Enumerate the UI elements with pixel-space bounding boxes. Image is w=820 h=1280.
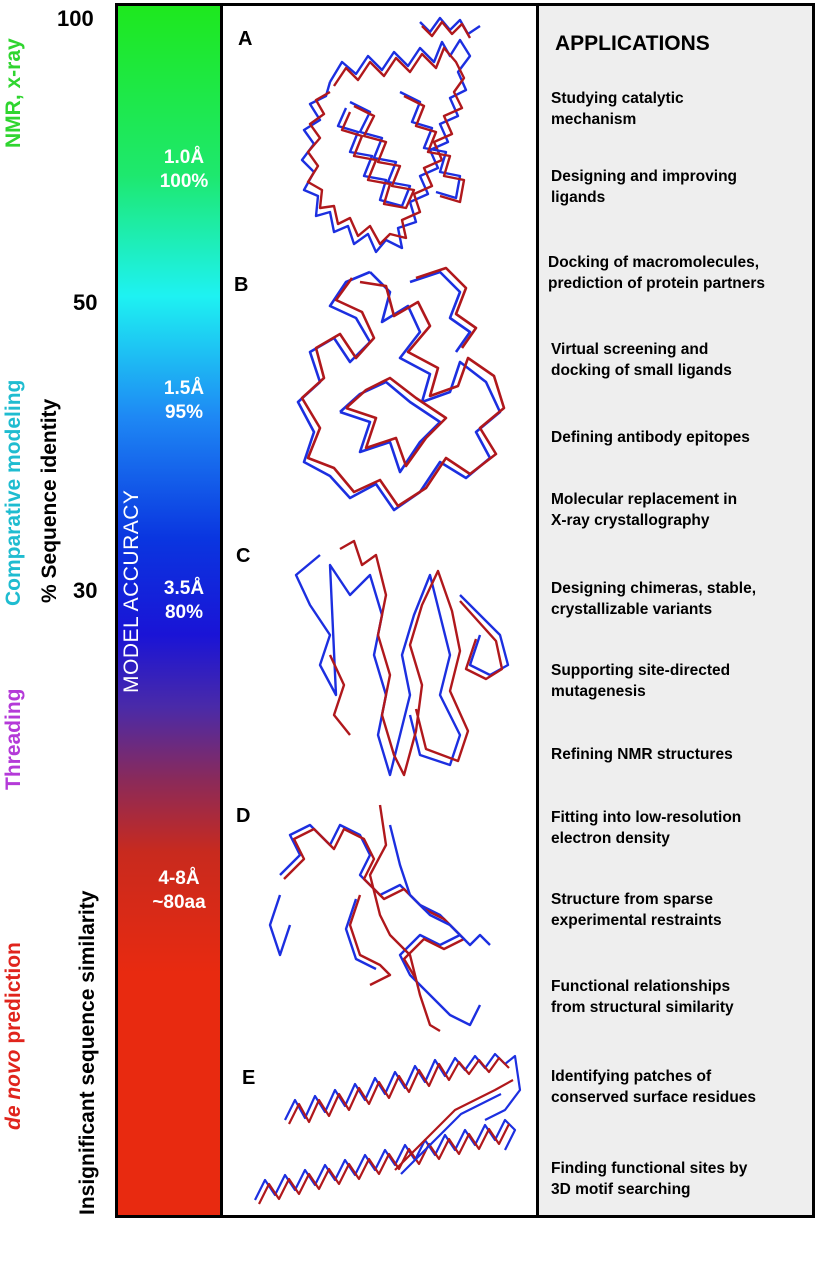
panel-label-e: E [242,1067,256,1089]
application-item: Docking of macromolecules, prediction of … [548,254,766,292]
application-item: Finding functional sites by 3D motif sear… [551,1160,748,1198]
de-novo-rest: prediction [2,942,25,1050]
sequence-identity-label: % Sequence identity [38,398,61,603]
application-item: Studying catalytic mechanism [551,90,684,128]
panel-label-a: A [238,28,253,50]
divider-left [220,6,223,1215]
application-item: Virtual screening and docking of small li… [551,341,732,379]
structure-a-illustration [300,16,481,254]
accuracy-rmsd-2: 1.5Å [163,378,205,399]
tick-100: 100 [57,6,94,31]
accuracy-level-4: 4-8Å ~80aa [128,867,230,915]
accuracy-level-2: 1.5Å 95% [133,377,235,425]
accuracy-value-2: 95% [164,402,204,423]
application-item: Identifying patches of conserved surface … [551,1068,757,1106]
accuracy-level-1: 1.0Å 100% [133,146,235,194]
applications-title: APPLICATIONS [555,32,710,55]
structure-d-illustration [268,804,491,1033]
insignificant-similarity-label: Insignificant sequence similarity [76,890,99,1215]
accuracy-value-1: 100% [159,171,209,192]
nmr-xray-label: NMR, x-ray [2,38,25,148]
application-item: Supporting site-directed mutagenesis [551,662,731,700]
application-item: Defining antibody epitopes [551,429,750,446]
accuracy-level-3: 3.5Å 80% [133,577,235,625]
application-item: Fitting into low-resolution electron dens… [551,809,742,847]
tick-50: 50 [73,290,98,315]
accuracy-rmsd-1: 1.0Å [163,147,205,168]
applications-panel [539,6,812,1215]
model-accuracy-gradient-bar [118,6,220,1215]
threading-label: Threading [2,688,25,790]
structure-c-illustration [294,539,510,777]
de-novo-italic: de novo [2,1049,25,1130]
accuracy-value-4: ~80aa [152,892,206,913]
structure-b-illustration [296,266,506,512]
comparative-modeling-label: Comparative modeling [2,379,25,606]
panel-label-c: C [236,545,251,567]
de-novo-label: de novo prediction [2,942,26,1130]
application-item: Refining NMR structures [551,746,733,763]
application-item: Designing and improving ligands [551,168,738,206]
structure-e-illustration [254,1052,522,1205]
application-item: Designing chimeras, stable, crystallizabl… [551,580,757,618]
application-item: Functional relationships from structural … [551,978,734,1016]
figure-frame [115,3,815,1218]
tick-30: 30 [73,578,98,603]
divider-right [536,6,539,1215]
application-item: Molecular replacement in X-ray crystallog… [551,491,738,529]
accuracy-rmsd-4: 4-8Å [158,868,200,889]
panel-label-b: B [234,274,249,296]
accuracy-rmsd-3: 3.5Å [163,578,205,599]
accuracy-value-3: 80% [164,602,204,623]
panel-label-d: D [236,805,251,827]
application-item: Structure from sparse experimental restra… [551,891,722,929]
